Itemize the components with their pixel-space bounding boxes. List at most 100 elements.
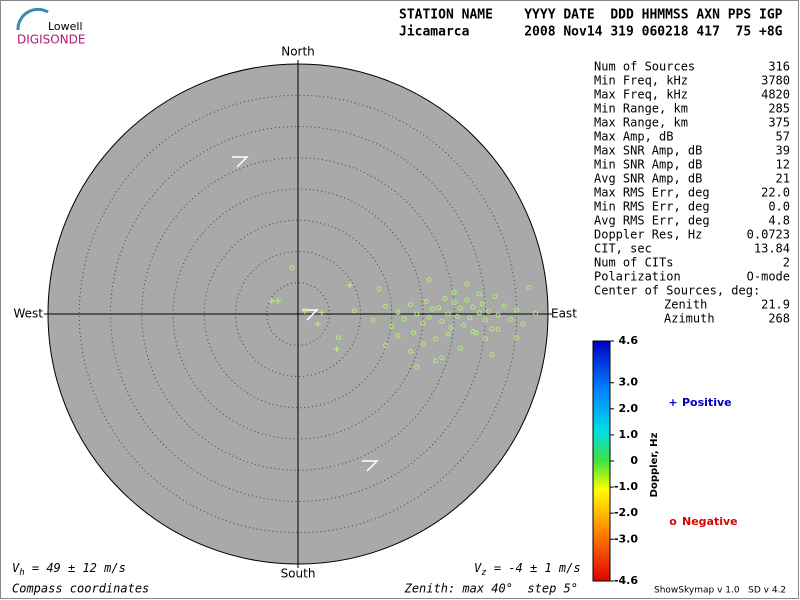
colorbar-label: Doppler, Hz bbox=[649, 433, 660, 498]
source-circle bbox=[408, 302, 413, 308]
azimuth-label: Azimuth bbox=[664, 312, 715, 326]
coords: Compass coordinates bbox=[12, 582, 149, 596]
source-circle bbox=[458, 305, 463, 311]
source-circle bbox=[383, 304, 388, 309]
source-circle bbox=[289, 265, 295, 271]
vh-symbol: V bbox=[12, 561, 20, 575]
stat-value: 285 bbox=[768, 102, 790, 116]
source-circle bbox=[508, 317, 513, 323]
stat-label: CIT, sec bbox=[594, 242, 652, 256]
colorbar-tick-label: -3.0 bbox=[614, 532, 638, 545]
source-circle bbox=[464, 297, 470, 303]
source-circle bbox=[445, 331, 451, 337]
source-circle bbox=[448, 325, 454, 331]
stat-value: 4820 bbox=[761, 88, 790, 102]
legend-symbol: + bbox=[668, 396, 677, 409]
source-circle bbox=[520, 321, 526, 327]
version: ShowSkymap v 1.0 SD v 4.2 bbox=[654, 586, 786, 596]
source-plus bbox=[301, 307, 308, 314]
source-circle bbox=[489, 326, 495, 332]
source-circle bbox=[439, 319, 445, 324]
source-circle bbox=[495, 312, 501, 318]
stat-label: Polarization bbox=[594, 270, 681, 284]
source-plus bbox=[275, 297, 281, 304]
source-circle bbox=[439, 355, 445, 361]
colorbar-tick-label: -4.6 bbox=[614, 574, 638, 587]
source-circle bbox=[383, 342, 388, 348]
colorbar-tick-label: 0 bbox=[630, 454, 638, 467]
stat-value: 2 bbox=[783, 256, 790, 270]
dir-west: West bbox=[13, 307, 43, 321]
source-circle bbox=[389, 324, 395, 329]
stat-label: Num of Sources bbox=[594, 60, 695, 74]
source-circle bbox=[451, 289, 457, 295]
chevron bbox=[362, 460, 379, 472]
stat-value: 57 bbox=[776, 130, 790, 144]
stat-value: O-mode bbox=[747, 270, 790, 284]
source-plus bbox=[268, 297, 275, 304]
logo-arc bbox=[16, 7, 49, 31]
chevron bbox=[302, 309, 319, 321]
header-labels: STATION NAME YYYY DATE DDD HHMMSS AXN PP… bbox=[399, 8, 783, 23]
source-plus bbox=[333, 346, 340, 352]
zenith-label: Zenith bbox=[664, 298, 707, 312]
stat-value: 375 bbox=[768, 116, 790, 130]
source-circle bbox=[336, 335, 342, 341]
stat-value: 316 bbox=[768, 60, 790, 74]
colorbar bbox=[592, 340, 611, 582]
source-circle bbox=[461, 322, 467, 328]
vz-sub: z bbox=[481, 568, 486, 578]
stat-value: 39 bbox=[776, 144, 790, 158]
source-plus bbox=[315, 321, 321, 327]
legend-name: Negative bbox=[682, 515, 738, 528]
source-circle bbox=[408, 349, 413, 354]
azimuth-value: 268 bbox=[768, 312, 790, 326]
stat-label: Max Freq, kHz bbox=[594, 88, 688, 102]
source-circle bbox=[426, 314, 432, 320]
source-circle bbox=[470, 304, 476, 310]
vh-text: = 49 ± 12 m/s bbox=[25, 561, 126, 575]
source-circle bbox=[495, 327, 501, 333]
source-circle bbox=[429, 306, 435, 312]
stat-value: 21 bbox=[776, 172, 790, 186]
source-circle bbox=[514, 307, 520, 313]
source-circle bbox=[479, 301, 485, 307]
source-circle bbox=[483, 317, 488, 323]
source-circle bbox=[423, 299, 429, 304]
source-plus bbox=[318, 309, 325, 316]
vz-text: = -4 ± 1 m/s bbox=[487, 561, 581, 575]
colorbar-tick-label: -2.0 bbox=[614, 506, 638, 519]
stat-label: Max RMS Err, deg bbox=[594, 186, 710, 200]
colorbar-tick-label: 4.6 bbox=[619, 334, 639, 347]
legend-name: Positive bbox=[682, 396, 732, 409]
source-plus bbox=[346, 282, 353, 289]
legend-symbol: o bbox=[669, 515, 677, 528]
source-circle bbox=[395, 333, 401, 339]
center-title: Center of Sources, deg: bbox=[594, 284, 760, 298]
source-circle bbox=[442, 295, 448, 301]
source-circle bbox=[414, 364, 420, 370]
source-circle bbox=[420, 320, 426, 326]
colorbar-tick-label: 3.0 bbox=[619, 376, 639, 389]
source-circle bbox=[470, 329, 476, 334]
source-circle bbox=[401, 316, 407, 322]
source-circle bbox=[411, 330, 417, 336]
vh-sub: h bbox=[19, 568, 24, 578]
stat-label: Max SNR Amp, dB bbox=[594, 144, 702, 158]
source-circle bbox=[395, 309, 401, 315]
source-circle bbox=[445, 311, 451, 317]
stat-value: 0.0723 bbox=[747, 228, 790, 242]
stat-label: Max Amp, dB bbox=[594, 130, 673, 144]
zenith-value: 21.9 bbox=[761, 298, 790, 312]
stat-value: 13.84 bbox=[754, 242, 790, 256]
vz: Vz = -4 ± 1 m/s bbox=[474, 561, 581, 578]
source-circle bbox=[433, 336, 438, 342]
stat-value: 3780 bbox=[761, 74, 790, 88]
colorbar-tick-label: -1.0 bbox=[614, 480, 638, 493]
source-circle bbox=[483, 336, 488, 342]
colorbar-tick-label: 2.0 bbox=[619, 402, 639, 415]
stat-label: Max Range, km bbox=[594, 116, 688, 130]
vh: Vh = 49 ± 12 m/s bbox=[12, 561, 126, 578]
source-circle bbox=[526, 285, 532, 291]
